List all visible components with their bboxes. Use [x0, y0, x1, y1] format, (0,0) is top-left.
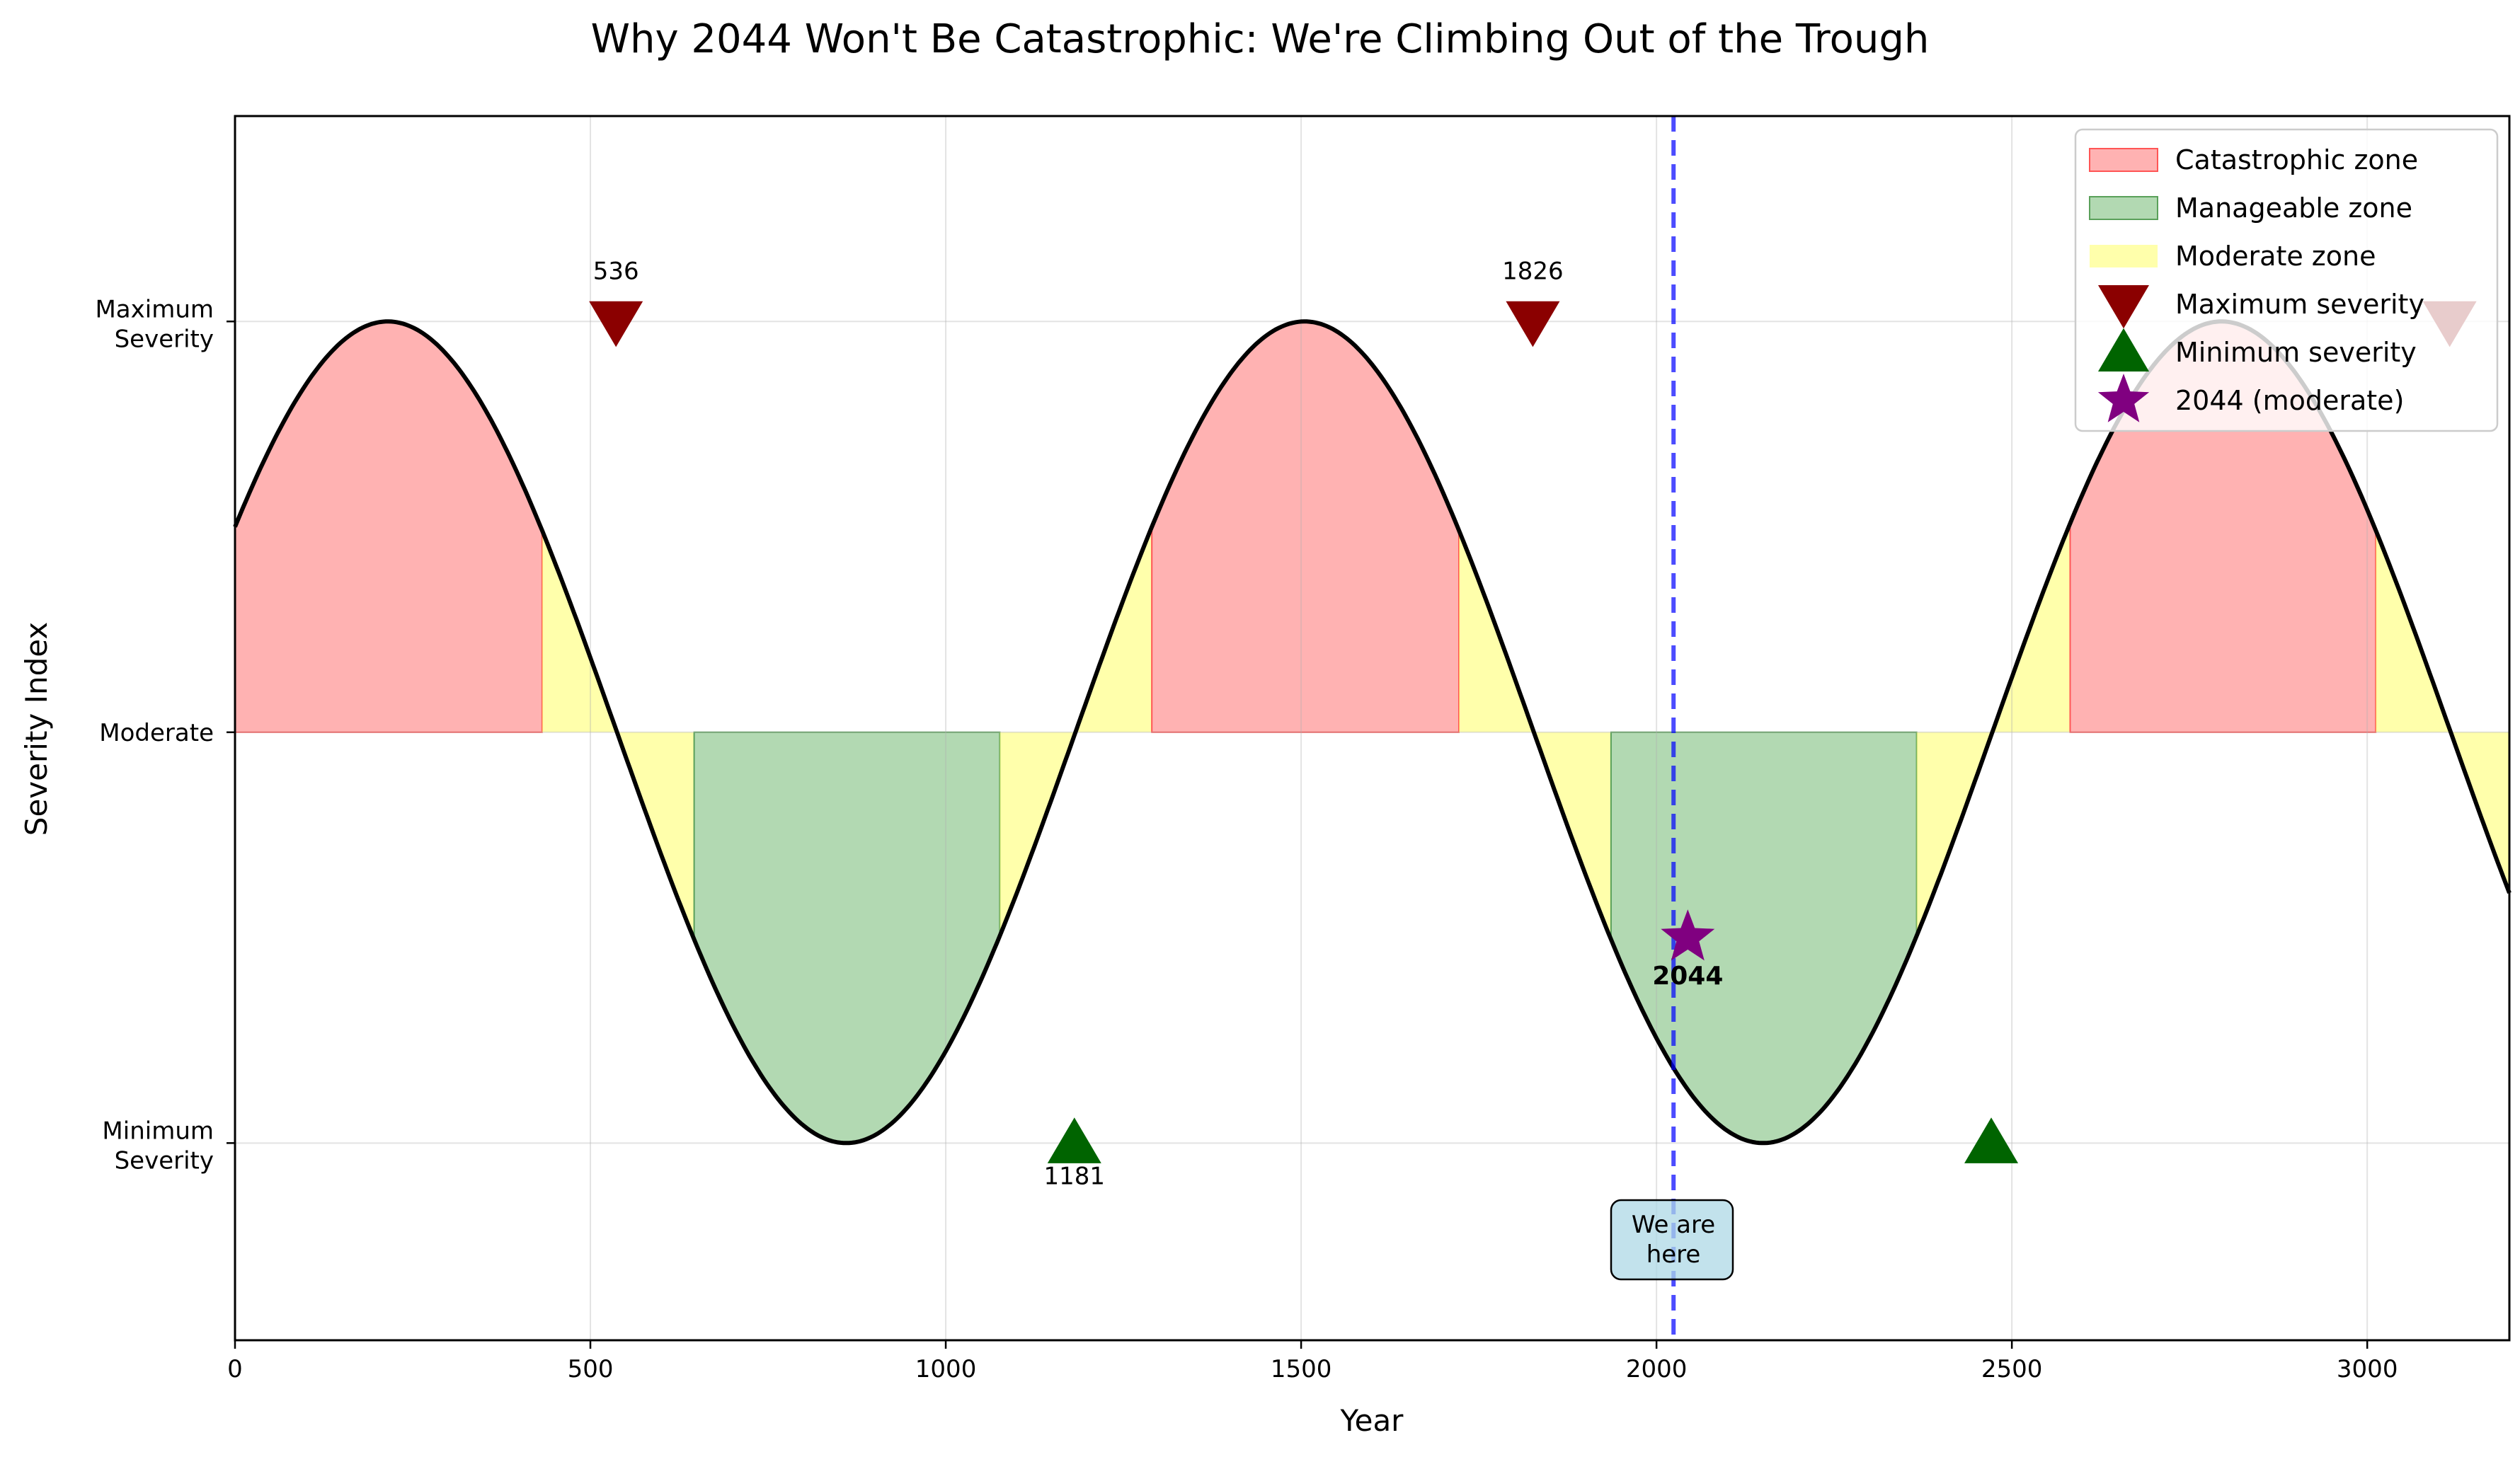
legend-swatch-manageable: [2089, 196, 2158, 220]
legend-label: Catastrophic zone: [2175, 144, 2418, 175]
x-tick-label: 3000: [2337, 1355, 2398, 1383]
legend-swatch-moderate: [2090, 245, 2158, 267]
legend-label: 2044 (moderate): [2175, 385, 2404, 416]
legend-label: Manageable zone: [2175, 192, 2412, 224]
legend-swatch-min-severity: [2098, 328, 2149, 372]
x-tick-label: 2000: [1626, 1355, 1688, 1383]
markers-layer: 536 1826 1181 2044: [589, 257, 2477, 1190]
y-tick-label: Maximum: [95, 295, 214, 323]
current-year-box: [1610, 1199, 1734, 1281]
y-tick-label: Severity: [115, 325, 214, 353]
highlight-year-label: 2044: [1652, 962, 1723, 991]
x-tick-label: 500: [568, 1355, 614, 1383]
current-year-label-line1: We are: [1632, 1211, 1715, 1239]
x-axis-ticks: 0 500 1000 1500 2000 2500 3000: [227, 1340, 2398, 1383]
min-severity-marker: [1047, 1117, 1101, 1163]
legend-label: Maximum severity: [2175, 289, 2424, 320]
y-tick-label: Minimum: [102, 1117, 214, 1145]
legend-label: Moderate zone: [2175, 241, 2376, 272]
x-tick-label: 0: [227, 1355, 243, 1383]
legend-swatch-catastrophic: [2089, 148, 2158, 172]
x-tick-label: 1500: [1271, 1355, 1332, 1383]
min-severity-marker: [1964, 1117, 2019, 1163]
max-severity-year-label: 536: [593, 257, 639, 285]
legend-frame: [2074, 128, 2499, 432]
current-year-annotation: We are here: [1610, 1199, 1734, 1281]
legend-label: Minimum severity: [2175, 337, 2417, 368]
highlight-year-marker: [1661, 909, 1715, 961]
max-severity-year-label: 1826: [1502, 257, 1564, 285]
y-tick-label: Moderate: [99, 719, 214, 747]
max-severity-marker: [589, 301, 643, 347]
x-axis-label: Year: [1340, 1403, 1404, 1438]
x-tick-label: 2500: [1981, 1355, 2043, 1383]
legend-swatch-highlight: [2097, 374, 2150, 422]
x-tick-label: 1000: [915, 1355, 977, 1383]
current-year-label-line2: here: [1646, 1240, 1701, 1269]
max-severity-marker: [1506, 301, 1560, 347]
y-tick-label: Severity: [115, 1146, 214, 1175]
y-axis-label: Severity Index: [19, 622, 54, 836]
plot-frame: [234, 115, 2511, 1342]
min-severity-year-label: 1181: [1044, 1162, 1106, 1190]
legend-swatch-max-severity: [2098, 285, 2149, 329]
legend: Catastrophic zone Manageable zone Moderate…: [2074, 128, 2499, 432]
chart-title: Why 2044 Won't Be Catastrophic: We're Cl…: [591, 16, 1930, 62]
